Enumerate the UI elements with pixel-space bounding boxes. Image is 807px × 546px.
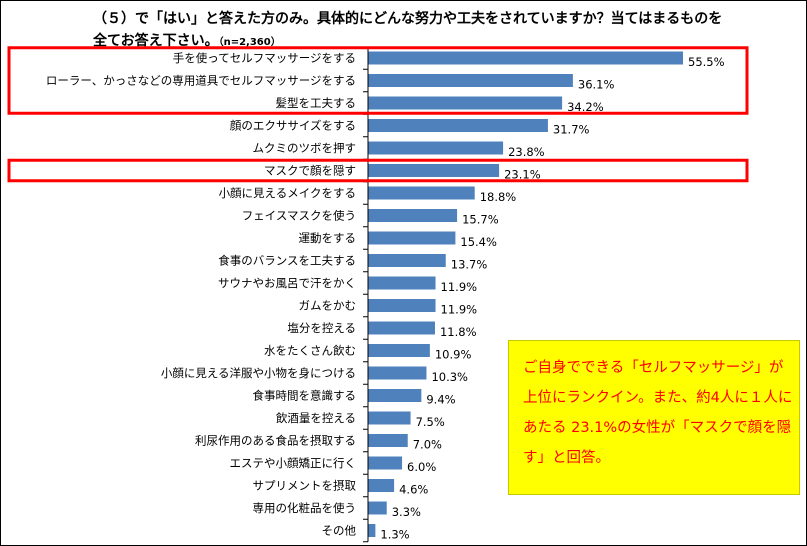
category-label: ローラー、かっさなどの専用道具でセルフマッサージをする <box>46 74 356 88</box>
value-label: 15.7% <box>462 213 499 227</box>
category-label: エステや小顔矯正に行く <box>230 456 357 470</box>
sample-size: （n=2,360） <box>218 37 281 48</box>
category-label: 手を使ってセルフマッサージをする <box>173 51 356 65</box>
category-label: 小顔に見えるメイクをする <box>219 186 356 200</box>
value-label: 13.7% <box>451 258 488 272</box>
category-label: 髪型を工夫する <box>276 96 357 110</box>
bar <box>368 344 430 357</box>
value-label: 6.0% <box>407 460 436 474</box>
category-label: 食事のバランスを工夫する <box>218 254 356 268</box>
bar <box>368 411 411 425</box>
callout-note: ご自身でできる「セルフマッサージ」が上位にランクイン。また、約4人に１人にあたる… <box>508 340 800 495</box>
category-label: フェイスマスクを使う <box>242 209 356 223</box>
value-label: 23.8% <box>508 145 545 159</box>
category-label: ムクミのツボを押す <box>253 141 357 155</box>
category-label: 食事時間を意識する <box>253 389 357 403</box>
chart-title: （５）で「はい」と答えた方のみ。具体的にどんな努力や工夫をされていますか？当ては… <box>93 8 733 54</box>
bar <box>368 164 500 177</box>
value-label: 11.9% <box>441 303 478 317</box>
category-label: 専用の化粧品を使う <box>253 501 357 515</box>
bar <box>368 51 683 65</box>
value-label: 34.2% <box>567 100 604 114</box>
value-label: 36.1% <box>578 78 615 92</box>
category-label: 塩分を控える <box>287 321 356 335</box>
bar <box>368 524 376 537</box>
value-label: 9.4% <box>426 393 455 407</box>
bar <box>368 299 436 312</box>
category-label: 利尿作用のある食品を摂取する <box>195 434 356 448</box>
value-label: 7.0% <box>413 438 442 452</box>
value-label: 11.9% <box>441 280 478 294</box>
category-label: 小顔に見える洋服や小物を身につける <box>161 366 356 380</box>
callout-text: ご自身でできる「セルフマッサージ」が上位にランクイン。また、約4人に１人にあたる… <box>523 360 793 466</box>
value-label: 10.9% <box>435 348 472 362</box>
bar <box>368 501 387 515</box>
bar <box>368 231 456 245</box>
category-label: 水をたくさん飲む <box>264 344 356 358</box>
bar <box>368 96 563 110</box>
bar <box>368 434 408 447</box>
category-label: 運動をする <box>299 231 357 245</box>
category-label: サウナやお風呂で汗をかく <box>218 276 356 290</box>
value-label: 15.4% <box>460 235 497 249</box>
highlight-box <box>7 46 749 115</box>
bar <box>368 366 427 380</box>
value-label: 10.3% <box>431 370 468 384</box>
value-label: 31.7% <box>553 123 590 137</box>
category-label: 飲酒量を控える <box>276 411 356 425</box>
value-label: 1.3% <box>380 528 409 542</box>
value-label: 3.3% <box>392 505 421 519</box>
bar <box>368 119 548 132</box>
category-label: サプリメントを摂取 <box>253 479 357 493</box>
category-label: マスクで顔を隠す <box>264 164 356 178</box>
value-label: 7.5% <box>416 415 445 429</box>
bar <box>368 74 573 87</box>
category-label: ガムをかむ <box>299 299 357 313</box>
bar <box>368 186 475 200</box>
highlight-box <box>7 158 749 183</box>
bar <box>368 209 458 222</box>
title-text: （５）で「はい」と答えた方のみ。具体的にどんな努力や工夫をされていますか？当ては… <box>93 11 723 49</box>
value-label: 11.8% <box>440 325 477 339</box>
value-label: 23.1% <box>504 168 541 182</box>
bar <box>368 321 435 335</box>
bar <box>368 389 422 402</box>
bar <box>368 254 446 267</box>
category-label: その他 <box>322 524 357 538</box>
value-label: 4.6% <box>399 483 428 497</box>
value-label: 18.8% <box>480 190 517 204</box>
bar <box>368 141 504 155</box>
bar <box>368 479 395 492</box>
value-label: 55.5% <box>688 55 725 69</box>
bar <box>368 276 436 290</box>
category-label: 顔のエクササイズをする <box>230 119 356 133</box>
bar <box>368 456 403 470</box>
